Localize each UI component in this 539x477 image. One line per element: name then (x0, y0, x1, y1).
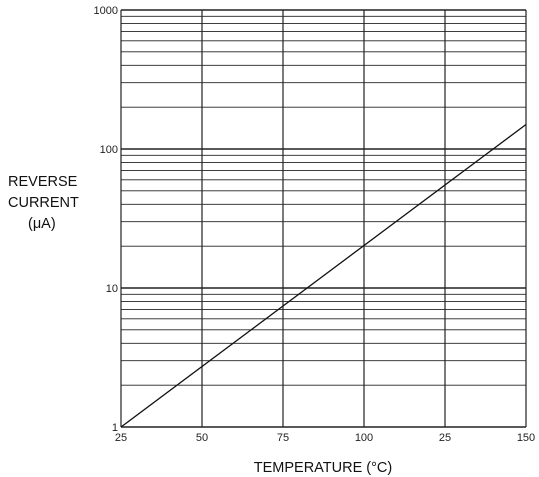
y-axis-title-line-3: (μA) (28, 216, 56, 232)
y-tick-label: 100 (100, 144, 118, 156)
y-tick-label: 1000 (94, 5, 118, 17)
y-axis-title-line-1: REVERSE (8, 174, 78, 190)
x-tick-label: 50 (196, 432, 208, 444)
x-axis-title: TEMPERATURE (°C) (254, 460, 392, 476)
y-axis-title: REVERSE CURRENT (μA) (8, 172, 94, 235)
x-tick-labels: 25 50 75 100 25 150 (115, 432, 535, 444)
x-tick-label: 75 (277, 432, 289, 444)
minor-gridlines (121, 15, 526, 386)
x-tick-label: 25 (115, 432, 127, 444)
y-axis-title-line-2: CURRENT (8, 195, 79, 211)
series-line-0 (120, 123, 527, 428)
x-tick-label: 150 (517, 432, 535, 444)
major-gridlines (120, 9, 527, 428)
x-tick-label: 25 (439, 432, 451, 444)
y-tick-label: 10 (106, 283, 118, 295)
y-tick-label: 1 (112, 422, 118, 434)
x-tick-label: 100 (355, 432, 373, 444)
y-tick-labels: 1 10 100 1000 (94, 5, 118, 434)
data-series (120, 123, 527, 428)
